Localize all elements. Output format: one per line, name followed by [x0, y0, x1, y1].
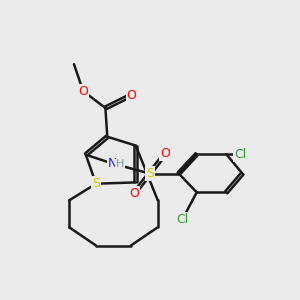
Text: O: O	[78, 85, 88, 98]
Text: N: N	[108, 157, 117, 170]
Text: O: O	[127, 88, 136, 102]
Text: S: S	[146, 167, 154, 180]
Text: S: S	[92, 177, 100, 190]
Text: O: O	[160, 147, 170, 160]
Text: H: H	[116, 159, 124, 170]
Text: Cl: Cl	[234, 148, 247, 161]
Text: O: O	[129, 187, 139, 200]
Text: Cl: Cl	[176, 213, 189, 226]
